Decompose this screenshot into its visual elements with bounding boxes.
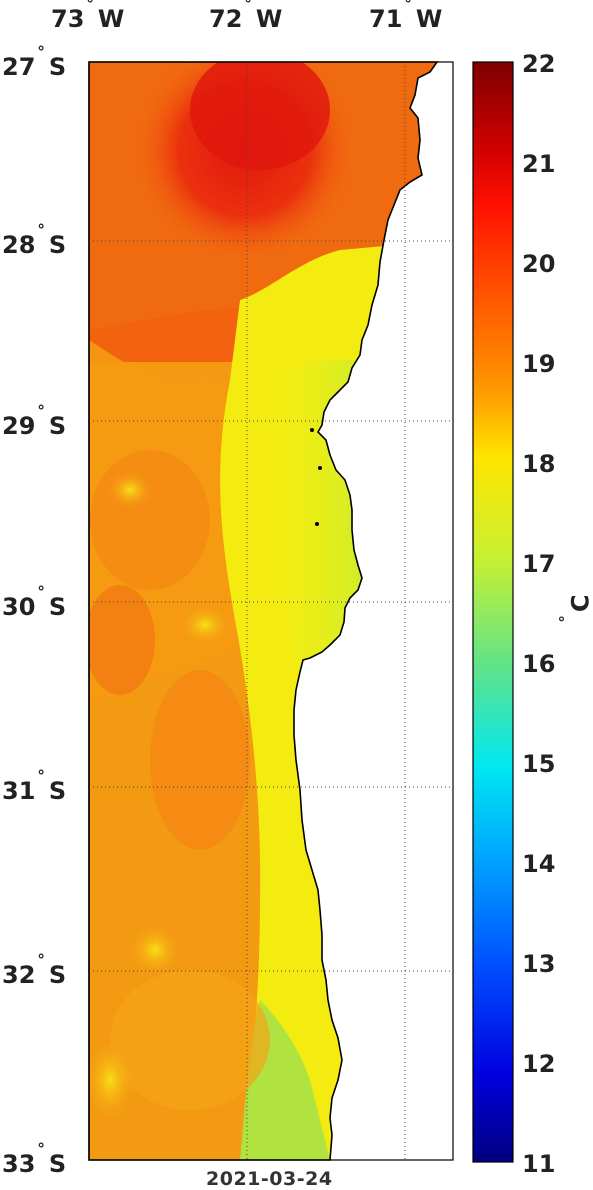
colorbar — [473, 62, 513, 1162]
colorbar-unit-label: °C — [556, 594, 593, 623]
colorbar-tick: 18 — [522, 450, 556, 478]
colorbar-tick: 17 — [522, 550, 556, 578]
island — [315, 522, 319, 526]
lat-label-31s: 31°S — [2, 767, 67, 805]
island — [310, 428, 314, 432]
graticule — [89, 62, 453, 1160]
colorbar-tick: 12 — [522, 1050, 556, 1078]
lat-label-28s: 28°S — [2, 221, 67, 259]
island — [318, 466, 322, 470]
lon-label-73w: 73°W — [51, 0, 125, 33]
colorbar-frame — [472, 61, 514, 1163]
colorbar-tick: 16 — [522, 650, 556, 678]
colorbar-tick: 19 — [522, 350, 556, 378]
lon-label-72w: 72°W — [209, 0, 283, 33]
colorbar-tick: 14 — [522, 850, 556, 878]
colorbar-tick: 13 — [522, 950, 556, 978]
colorbar-tick: 22 — [522, 50, 556, 78]
lat-label-33s: 33°S — [2, 1140, 67, 1178]
lat-label-27s: 27°S — [2, 43, 67, 81]
sst-field — [89, 62, 437, 1160]
colorbar-tick: 20 — [522, 250, 556, 278]
colorbar-tick: 11 — [522, 1150, 556, 1178]
lon-label-71w: 71°W — [369, 0, 443, 33]
lat-label-29s: 29°S — [2, 402, 67, 440]
colorbar-tick: 15 — [522, 750, 556, 778]
map-date: 2021-03-24 — [206, 1168, 333, 1190]
map-frame — [88, 61, 454, 1161]
colorbar-tick: 21 — [522, 150, 556, 178]
lat-label-30s: 30°S — [2, 583, 67, 621]
lat-label-32s: 32°S — [2, 951, 67, 989]
